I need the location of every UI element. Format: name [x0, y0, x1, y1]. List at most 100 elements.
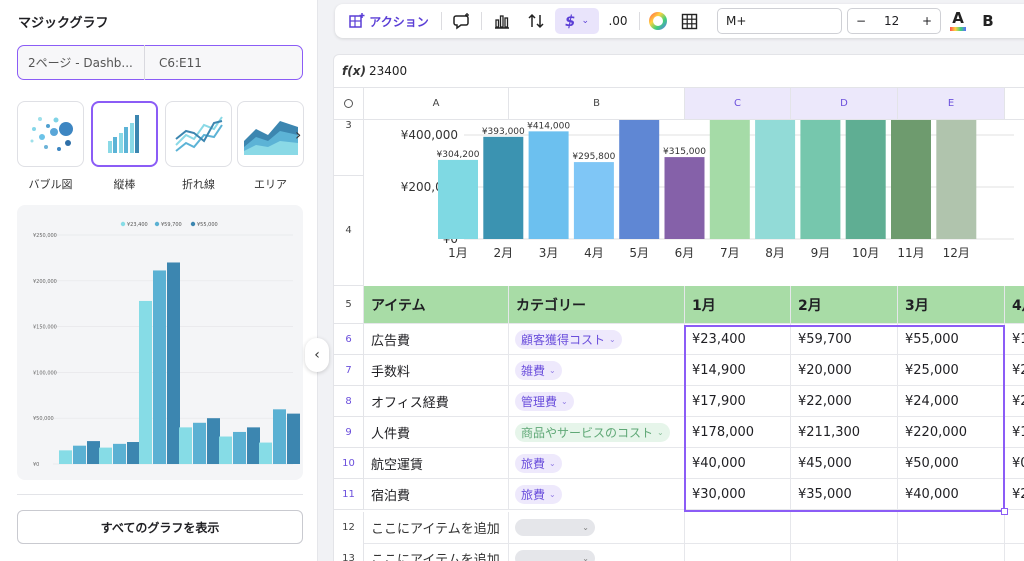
chart-type-bubble[interactable]: バブル図: [17, 101, 84, 192]
category-tag[interactable]: 商品やサービスのコスト ⌄: [515, 422, 670, 442]
row-header[interactable]: 9: [334, 417, 364, 448]
column-header-a[interactable]: A: [364, 88, 509, 120]
category-cell[interactable]: 商品やサービスのコスト ⌄: [509, 417, 685, 448]
empty-cell[interactable]: [791, 512, 898, 544]
decimal-format-button[interactable]: .00: [608, 14, 628, 28]
value-cell[interactable]: ¥17,900: [685, 386, 791, 417]
action-button[interactable]: アクション: [343, 4, 435, 38]
value-cell[interactable]: ¥2: [1005, 355, 1024, 386]
value-cell[interactable]: ¥1: [1005, 417, 1024, 448]
empty-cell[interactable]: [898, 512, 1005, 544]
empty-category-dropdown[interactable]: ⌄: [515, 519, 595, 536]
category-tag[interactable]: 管理費 ⌄: [515, 391, 574, 411]
value-cell[interactable]: ¥35,000: [791, 479, 898, 510]
font-size-value[interactable]: 12: [884, 14, 900, 28]
row-header[interactable]: 8: [334, 386, 364, 417]
item-name-cell[interactable]: 広告費: [364, 324, 509, 355]
collapse-panel-button[interactable]: ‹: [305, 338, 329, 372]
header-cell-month[interactable]: 3月: [898, 286, 1005, 324]
add-item-cell[interactable]: ここにアイテムを追加: [364, 512, 509, 544]
column-header-e[interactable]: E: [898, 88, 1005, 120]
value-cell[interactable]: ¥24,000: [898, 386, 1005, 417]
item-name-cell[interactable]: 人件費: [364, 417, 509, 448]
header-cell-month[interactable]: 1月: [685, 286, 791, 324]
row-header[interactable]: 7: [334, 355, 364, 386]
category-cell[interactable]: 管理費 ⌄: [509, 386, 685, 417]
empty-cell[interactable]: [898, 543, 1005, 561]
row-header[interactable]: 10: [334, 448, 364, 479]
value-cell[interactable]: ¥2: [1005, 479, 1024, 510]
column-header-b[interactable]: B: [509, 88, 685, 120]
font-family-select[interactable]: M+: [717, 8, 842, 34]
value-cell[interactable]: ¥0: [1005, 448, 1024, 479]
value-cell[interactable]: ¥20,000: [791, 355, 898, 386]
category-tag[interactable]: 雑費 ⌄: [515, 360, 562, 380]
empty-cell[interactable]: [1005, 512, 1024, 544]
column-header-d[interactable]: D: [791, 88, 898, 120]
empty-cell[interactable]: [685, 543, 791, 561]
font-size-increase-button[interactable]: +: [922, 14, 933, 28]
chart-type-bar[interactable]: 縦棒: [91, 101, 158, 192]
row-header[interactable]: 11: [334, 479, 364, 510]
row-header[interactable]: 12: [334, 512, 364, 544]
value-cell[interactable]: ¥59,700: [791, 324, 898, 355]
table-grid-icon[interactable]: [675, 4, 703, 38]
value-cell[interactable]: ¥14,900: [685, 355, 791, 386]
header-cell-month[interactable]: 4月: [1005, 286, 1024, 324]
category-cell[interactable]: ⌄: [509, 543, 685, 561]
value-cell[interactable]: ¥2: [1005, 386, 1024, 417]
bold-button[interactable]: B: [982, 12, 994, 30]
value-cell[interactable]: ¥178,000: [685, 417, 791, 448]
color-wheel-icon[interactable]: [645, 4, 671, 38]
category-cell[interactable]: 雑費 ⌄: [509, 355, 685, 386]
row-header-4[interactable]: 4: [334, 176, 364, 286]
comment-icon[interactable]: [447, 4, 477, 38]
value-cell[interactable]: ¥211,300: [791, 417, 898, 448]
chart-type-area[interactable]: エリア: [237, 101, 304, 192]
item-name-cell[interactable]: オフィス経費: [364, 386, 509, 417]
item-name-cell[interactable]: 宿泊費: [364, 479, 509, 510]
category-cell[interactable]: 旅費 ⌄: [509, 448, 685, 479]
value-cell[interactable]: ¥55,000: [898, 324, 1005, 355]
value-cell[interactable]: ¥30,000: [685, 479, 791, 510]
category-cell[interactable]: 旅費 ⌄: [509, 479, 685, 510]
category-tag[interactable]: 旅費 ⌄: [515, 484, 562, 504]
column-header-f[interactable]: [1005, 88, 1024, 120]
formula-input[interactable]: 23400: [369, 64, 408, 78]
select-all-corner[interactable]: [334, 88, 364, 120]
header-cell-item[interactable]: アイテム: [364, 286, 509, 324]
data-range-selector[interactable]: 2ページ - Dashb... C6:E11: [17, 45, 303, 80]
value-cell[interactable]: ¥1: [1005, 324, 1024, 355]
category-cell[interactable]: ⌄: [509, 512, 685, 544]
chart-insert-icon[interactable]: [487, 4, 517, 38]
category-tag[interactable]: 旅費 ⌄: [515, 453, 562, 473]
value-cell[interactable]: ¥25,000: [898, 355, 1005, 386]
selection-resize-handle[interactable]: [1001, 508, 1008, 515]
row-header-5[interactable]: 5: [334, 286, 364, 324]
sort-icon[interactable]: [521, 4, 551, 38]
row-header-3[interactable]: 3: [334, 120, 364, 176]
category-cell[interactable]: 顧客獲得コスト ⌄: [509, 324, 685, 355]
add-item-cell[interactable]: ここにアイテムを追加: [364, 543, 509, 561]
font-size-decrease-button[interactable]: −: [856, 14, 867, 28]
embedded-bar-chart[interactable]: ¥0¥200,000¥400,0001月¥304,2002月¥393,0003月…: [364, 120, 1024, 286]
header-cell-month[interactable]: 2月: [791, 286, 898, 324]
value-cell[interactable]: ¥23,400: [685, 324, 791, 355]
value-cell[interactable]: ¥40,000: [898, 479, 1005, 510]
row-header[interactable]: 6: [334, 324, 364, 355]
show-all-charts-button[interactable]: すべてのグラフを表示: [17, 510, 303, 544]
item-name-cell[interactable]: 航空運賃: [364, 448, 509, 479]
category-tag[interactable]: 顧客獲得コスト ⌄: [515, 329, 622, 349]
header-cell-category[interactable]: カテゴリー: [509, 286, 685, 324]
value-cell[interactable]: ¥45,000: [791, 448, 898, 479]
column-header-c[interactable]: C: [685, 88, 791, 120]
empty-cell[interactable]: [685, 512, 791, 544]
empty-cell[interactable]: [1005, 543, 1024, 561]
value-cell[interactable]: ¥40,000: [685, 448, 791, 479]
text-color-button[interactable]: A: [945, 4, 971, 38]
currency-format-button[interactable]: $ ⌄: [555, 8, 599, 34]
row-header[interactable]: 13: [334, 543, 364, 561]
chart-type-line[interactable]: 折れ線: [165, 101, 232, 192]
value-cell[interactable]: ¥50,000: [898, 448, 1005, 479]
value-cell[interactable]: ¥220,000: [898, 417, 1005, 448]
